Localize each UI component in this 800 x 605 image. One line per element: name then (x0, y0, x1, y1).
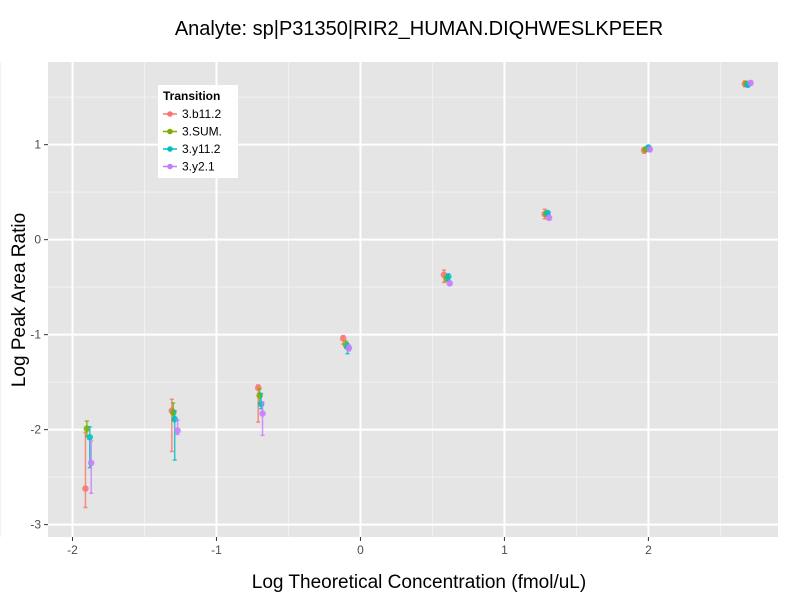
y-axis-label: Log Peak Area Ratio (9, 213, 30, 387)
data-point-3.y11.2 (86, 433, 94, 441)
data-point-3.y2.1 (174, 427, 181, 434)
x-tick-label: -1 (211, 543, 222, 557)
x-tick-label: 1 (501, 543, 508, 557)
data-point-3.y2.1 (345, 344, 353, 352)
data-point-3.y11.2 (444, 273, 452, 281)
data-point-3.y2.1 (545, 214, 553, 222)
data-point-3.y2.1 (747, 79, 754, 87)
data-point-3.b11.2 (339, 335, 347, 342)
legend-marker (167, 163, 173, 170)
legend-label: 3.y2.1 (182, 160, 215, 174)
data-point-3.y2.1 (259, 410, 266, 417)
y-tick-label: -1 (30, 328, 41, 342)
y-tick-label: -2 (30, 423, 41, 437)
data-point-3.y2.1 (87, 459, 95, 467)
x-axis-label: Log Theoretical Concentration (fmol/uL) (252, 572, 586, 593)
data-point-3.y2.1 (646, 146, 654, 153)
legend-marker (167, 111, 173, 117)
x-tick-label: -2 (67, 543, 78, 557)
y-tick-label: 0 (34, 233, 41, 247)
plot-panel (48, 62, 778, 537)
legend-label: 3.y11.2 (182, 142, 221, 156)
legend: Transition 3.b11.2 3.SUM. 3.y11.2 3.y2.1 (158, 85, 238, 178)
chart-title: Analyte: sp|P31350|RIR2_HUMAN.DIQHWESLKP… (175, 18, 663, 40)
y-tick-label: -3 (30, 518, 41, 532)
y-tick-label: 1 (34, 138, 41, 152)
legend-title: Transition (163, 89, 220, 103)
data-point-3.b11.2 (254, 384, 262, 392)
legend-label: 3.b11.2 (182, 107, 221, 121)
legend-marker (167, 146, 173, 152)
legend-label: 3.SUM. (182, 125, 222, 139)
x-tick-label: 0 (357, 543, 364, 557)
legend-marker (167, 128, 173, 135)
data-point-3.y2.1 (446, 280, 454, 287)
x-tick-label: 2 (645, 543, 652, 557)
data-point-3.b11.2 (82, 485, 89, 492)
